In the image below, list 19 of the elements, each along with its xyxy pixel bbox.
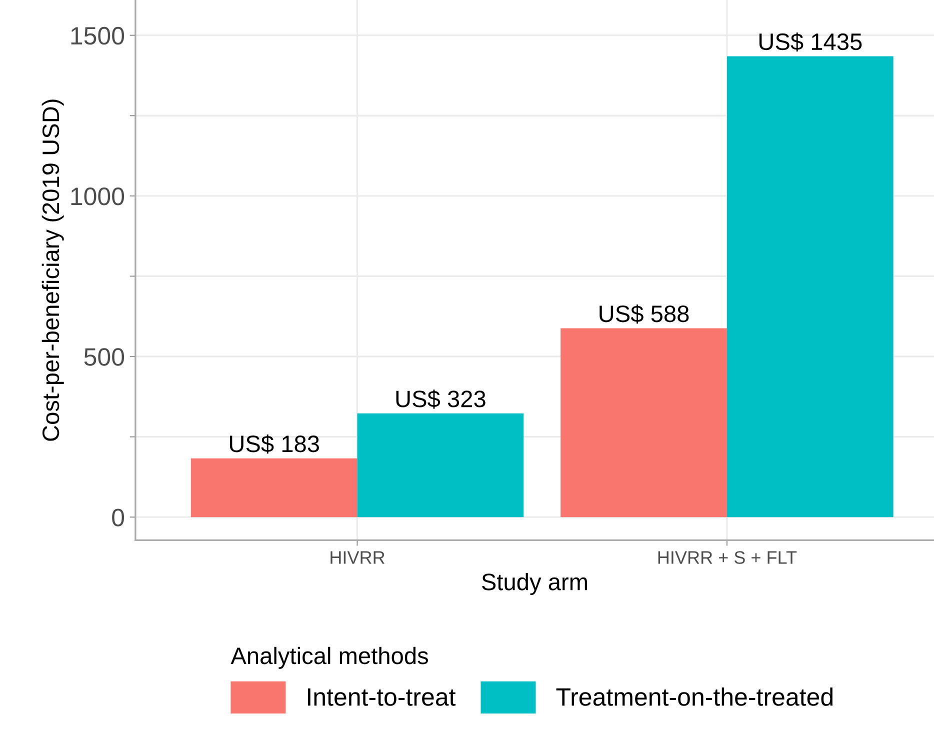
- y-axis-title: Cost-per-beneficiary (2019 USD): [42, 100, 64, 441]
- legend-label: Intent-to-treat: [308, 688, 456, 706]
- legend-label: Treatment-on-the-treated: [556, 688, 832, 706]
- y-tick-label: 0: [112, 508, 124, 526]
- data-label: US$ 1435: [759, 32, 862, 52]
- x-tick-label: HIVRR + S + FLT: [658, 551, 797, 564]
- x-tick-label: HIVRR: [330, 551, 385, 564]
- y-tick-label: 1500: [71, 26, 124, 45]
- legend-title: Analytical methods: [230, 646, 428, 669]
- bar: [726, 56, 894, 518]
- y-tick-label: 1000: [71, 188, 124, 206]
- data-label: US$ 588: [600, 304, 689, 324]
- x-axis-title: Study arm: [482, 573, 587, 596]
- data-label: US$ 183: [230, 434, 319, 454]
- bar: [560, 328, 727, 518]
- y-tick-label: 500: [84, 348, 124, 366]
- data-label: US$ 323: [396, 390, 486, 409]
- bar: [190, 458, 358, 518]
- bar: [357, 413, 524, 518]
